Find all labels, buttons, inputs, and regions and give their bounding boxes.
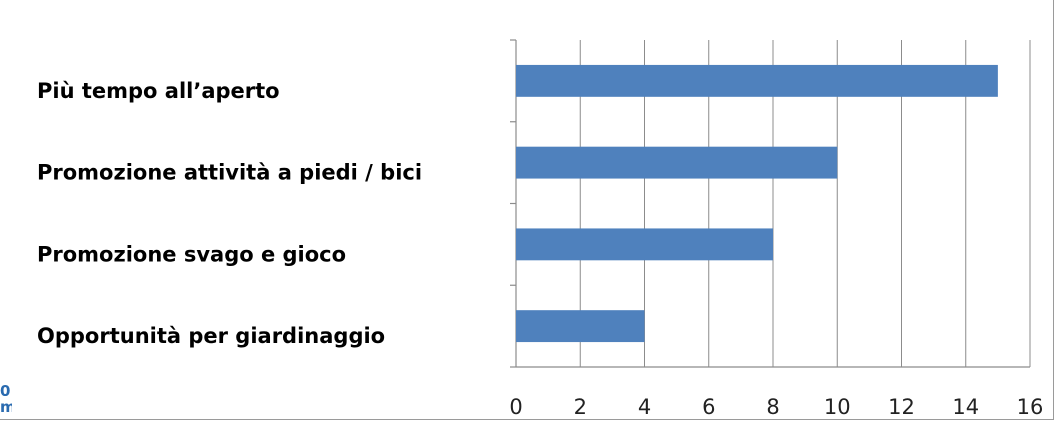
x-tick-label-8: 8 bbox=[766, 395, 779, 419]
bar-1 bbox=[516, 146, 838, 179]
bars bbox=[516, 64, 998, 343]
edge-text-fragment: 0 m bbox=[0, 383, 12, 415]
edge-fragment-line-2: m bbox=[0, 398, 12, 415]
x-tick-label-14: 14 bbox=[952, 395, 979, 419]
x-tick-label-12: 12 bbox=[888, 395, 915, 419]
category-label-0: Più tempo all’aperto bbox=[37, 79, 280, 103]
category-label-3: Opportunità per giardinaggio bbox=[37, 324, 385, 348]
x-tick-label-2: 2 bbox=[574, 395, 587, 419]
category-label-2: Promozione svago e gioco bbox=[37, 242, 346, 266]
bar-0 bbox=[516, 64, 998, 97]
bar-3 bbox=[516, 310, 645, 343]
x-tick-label-10: 10 bbox=[824, 395, 851, 419]
bar-2 bbox=[516, 228, 773, 261]
category-labels: Più tempo all’aperto Promozione attività … bbox=[37, 79, 422, 348]
category-label-1: Promozione attività a piedi / bici bbox=[37, 161, 422, 185]
x-tick-label-6: 6 bbox=[702, 395, 715, 419]
edge-fragment-line-1: 0 bbox=[0, 383, 11, 400]
gridlines bbox=[579, 40, 1031, 367]
x-tick-label-16: 16 bbox=[1017, 395, 1044, 419]
chart-frame bbox=[0, 0, 1054, 420]
x-tick-label-4: 4 bbox=[638, 395, 651, 419]
x-tick-labels: 0 2 4 6 8 10 12 14 16 bbox=[509, 395, 1043, 419]
x-tick-label-0: 0 bbox=[509, 395, 522, 419]
